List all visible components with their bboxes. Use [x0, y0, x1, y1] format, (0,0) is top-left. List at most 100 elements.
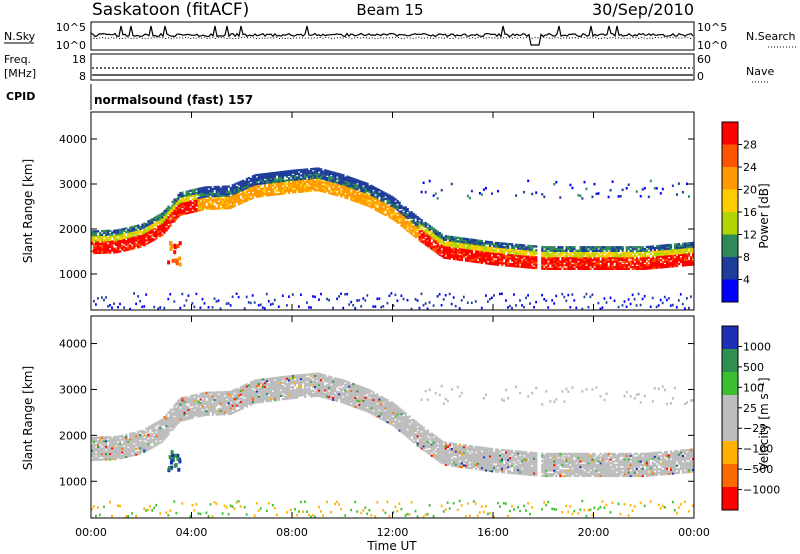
echo-cell: [517, 260, 520, 263]
echo-cell: [346, 182, 349, 185]
echo-cell: [430, 235, 433, 238]
echo-cell: [171, 258, 175, 263]
echo-cell: [251, 384, 254, 387]
echo-cell: [247, 395, 250, 398]
echo-cell: [472, 244, 476, 247]
echo-cell: [137, 452, 140, 456]
echo-cell: [527, 250, 530, 253]
echo-cell: [324, 181, 327, 185]
echo-cell: [468, 242, 472, 245]
echo-cell: [424, 232, 427, 235]
echo-cell: [99, 251, 102, 254]
echo-cell: [203, 412, 206, 415]
echo-cell: [609, 253, 612, 256]
echo-cell: [324, 183, 327, 186]
echo-cell: [388, 208, 391, 212]
echo-cell: [362, 192, 365, 195]
echo-cell: [591, 246, 594, 249]
echo-cell: [304, 181, 307, 184]
echo-cell: [91, 445, 94, 449]
echo-cell: [211, 398, 214, 402]
echo-cell: [191, 207, 194, 210]
echo-cell: [581, 255, 584, 258]
echo-cell: [145, 434, 148, 438]
echo-cell: [296, 169, 299, 172]
echo-cell: [637, 292, 640, 296]
echo-cell: [398, 201, 401, 204]
echo-cell: [193, 397, 196, 401]
echo-cell: [259, 395, 262, 398]
echo-cell: [227, 207, 230, 210]
echo-cell: [320, 188, 323, 191]
echo-cell: [394, 207, 397, 210]
echo-cell: [129, 307, 131, 311]
echo-cell: [213, 400, 216, 403]
echo-cell: [386, 211, 389, 214]
echo-cell: [97, 458, 100, 461]
echo-cell: [209, 187, 212, 191]
echo-cell: [147, 430, 150, 433]
echo-cell: [422, 233, 425, 236]
echo-cell: [213, 187, 216, 190]
echo-cell: [121, 228, 124, 231]
echo-cell: [259, 184, 262, 187]
echo-cell: [609, 264, 612, 267]
echo-cell: [336, 185, 339, 188]
echo-cell: [171, 415, 174, 419]
echo-cell: [101, 440, 104, 443]
echo-cell: [547, 267, 550, 270]
echo-cell: [271, 175, 275, 178]
echo-cell: [113, 235, 116, 238]
echo-cell: [364, 192, 367, 196]
echo-cell: [229, 403, 232, 406]
echo-cell: [271, 191, 275, 195]
echo-cell: [661, 264, 664, 267]
echo-cell: [462, 237, 466, 240]
echo-cell: [167, 219, 170, 223]
echo-cell: [493, 245, 496, 248]
echo-cell: [300, 174, 303, 177]
echo-cell: [402, 206, 405, 209]
echo-cell: [392, 209, 395, 212]
echo-cell: [442, 254, 445, 257]
echo-cell: [255, 190, 258, 193]
echo-cell: [271, 391, 275, 395]
echo-cell: [621, 246, 624, 249]
echo-cell: [607, 265, 610, 269]
echo-cell: [380, 204, 383, 207]
echo-cell: [302, 181, 305, 184]
echo-cell: [653, 257, 656, 261]
echo-cell: [165, 211, 168, 214]
echo-cell: [545, 258, 548, 261]
echo-cell: [267, 172, 271, 175]
echo-cell: [525, 296, 527, 300]
echo-cell: [191, 192, 194, 196]
echo-cell: [247, 177, 250, 180]
echo-cell: [312, 175, 315, 178]
echo-cell: [434, 232, 437, 235]
echo-cell: [161, 224, 164, 228]
echo-cell: [382, 191, 385, 194]
echo-cell: [273, 186, 277, 189]
echo-cell: [464, 241, 468, 244]
echo-cell: [199, 205, 202, 208]
echo-cell: [290, 386, 293, 389]
echo-cell: [288, 380, 291, 384]
echo-cell: [203, 202, 206, 205]
echo-cell: [519, 299, 521, 302]
echo-cell: [376, 188, 379, 191]
echo-cell: [583, 258, 586, 261]
echo-cell: [376, 193, 379, 196]
echo-cell: [428, 226, 431, 229]
echo-cell: [261, 180, 265, 183]
echo-cell: [125, 453, 128, 457]
echo-cell: [362, 195, 365, 198]
echo-cell: [569, 253, 572, 256]
echo-cell: [213, 402, 216, 405]
echo-cell: [308, 179, 311, 182]
echo-cell: [261, 176, 265, 180]
echo-cell: [292, 189, 295, 192]
echo-cell: [507, 251, 510, 255]
echo-cell: [420, 228, 423, 231]
